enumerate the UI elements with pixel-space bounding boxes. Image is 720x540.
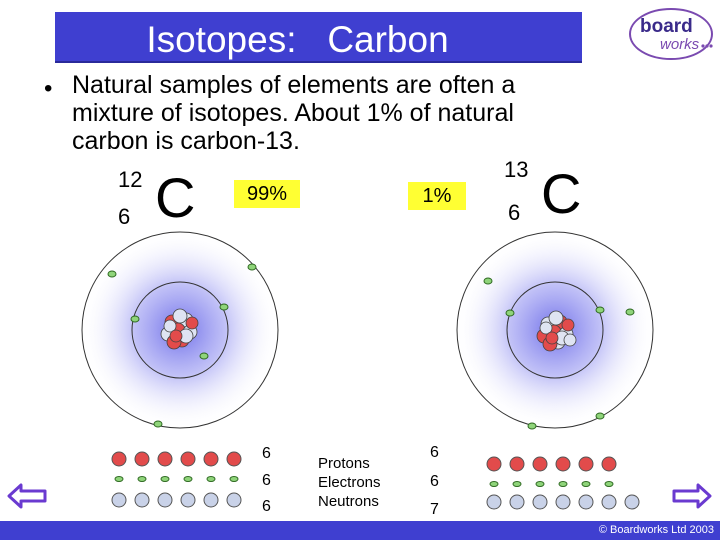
c12-electrons: [107, 263, 257, 428]
legend-protons: Protons: [318, 455, 370, 472]
c13-electrons: [483, 277, 635, 430]
bullet-text: Natural samples of elements are often a …: [72, 71, 516, 155]
right-arrow-icon[interactable]: [672, 481, 712, 511]
c13-mass-number: 13: [504, 157, 529, 182]
c12-atomic-number: 6: [118, 204, 131, 229]
c13-electron-row: [489, 481, 614, 487]
c12-electron-row: [114, 476, 239, 482]
c12-neutron-row: [111, 492, 242, 508]
c13-neutron-row: [486, 494, 640, 510]
logo-text-board: board: [640, 16, 693, 37]
c12-neutron-count: 6: [262, 498, 271, 515]
footer-bar: [0, 521, 720, 540]
c12-abundance: 99%: [234, 180, 300, 208]
c12-proton-row: [111, 451, 242, 467]
boardworks-logo: board works: [629, 8, 713, 60]
c13-electron-count: 6: [430, 473, 439, 490]
c13-proton-count: 6: [430, 444, 439, 461]
c12-nucleus: [160, 308, 199, 350]
legend-neutrons: Neutrons: [318, 493, 379, 510]
bullet-dot: •: [44, 75, 53, 102]
c12-atom: [80, 230, 280, 430]
slide-title: Isotopes: Carbon: [146, 19, 449, 60]
c13-proton-row: [486, 456, 617, 472]
c13-neutron-count: 7: [430, 501, 439, 518]
c12-proton-count: 6: [262, 445, 271, 462]
c13-symbol: C: [541, 162, 582, 225]
left-arrow-icon[interactable]: [7, 481, 47, 511]
c12-symbol: C: [155, 166, 196, 229]
c13-atom: [455, 230, 655, 430]
legend-electrons: Electrons: [318, 474, 381, 491]
copyright-text: © Boardworks Ltd 2003: [598, 524, 714, 536]
c13-atomic-number: 6: [508, 200, 521, 225]
c12-mass-number: 12: [118, 167, 143, 192]
c13-abundance: 1%: [408, 182, 466, 210]
logo-text-works: works: [660, 36, 700, 53]
title-bar: [55, 12, 582, 63]
c12-electron-count: 6: [262, 472, 271, 489]
c13-nucleus: [536, 310, 577, 352]
